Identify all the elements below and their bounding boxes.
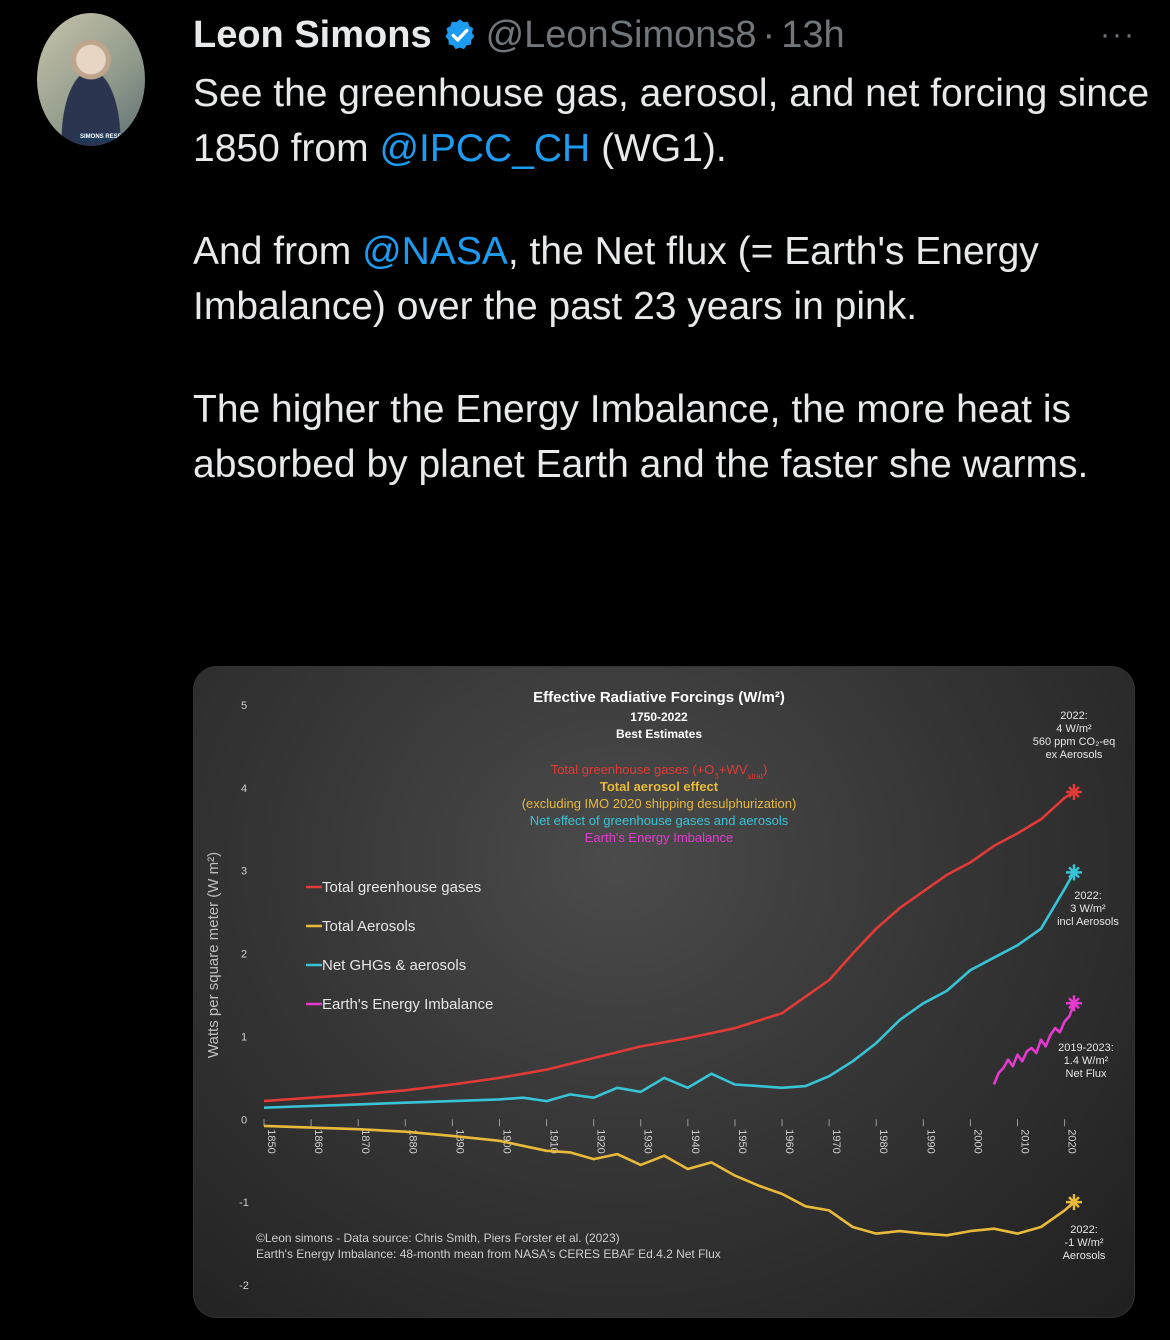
tweet-text-segment: And from <box>193 230 363 273</box>
x-tick-label: 1930 <box>642 1129 654 1153</box>
x-tick-label: 1970 <box>830 1129 842 1153</box>
author-name[interactable]: Leon Simons <box>193 13 432 56</box>
forcing-chart: Watts per square meter (W m²) 5 4 3 2 1 0 -1 -2 1… <box>205 689 1119 1292</box>
annotation-net: 3 W/m² <box>1070 903 1106 915</box>
author-avatar[interactable]: SIMONS RESEARCHER <box>37 13 145 146</box>
tweet-text-segment: , the Net flux (= Earth's Energy Imbalan… <box>193 230 1039 328</box>
x-tick-label: 2000 <box>971 1129 983 1153</box>
annotation-eei: 2019-2023: <box>1058 1042 1114 1054</box>
note-aerosol: Total aerosol effect <box>600 779 719 794</box>
author-handle[interactable]: @LeonSimons8 <box>485 13 757 56</box>
x-tick-label: 1910 <box>548 1129 560 1153</box>
x-tick-label: 1850 <box>265 1129 277 1153</box>
x-tick-label: 1870 <box>359 1129 371 1153</box>
series-line <box>263 1124 1075 1237</box>
note-ghg-part: +WV <box>719 762 748 777</box>
x-tick-label: 1980 <box>877 1129 889 1153</box>
note-eei: Earth's Energy Imbalance <box>585 830 733 845</box>
y-tick-label: 2 <box>241 949 247 961</box>
tweet-text-segment: (WG1). <box>590 127 727 170</box>
y-tick-label: 4 <box>241 783 247 795</box>
series-line <box>263 871 1076 1109</box>
y-tick-label: 0 <box>241 1114 247 1126</box>
y-tick-label: 1 <box>241 1031 247 1043</box>
tweet-paragraph-1: See the greenhouse gas, aerosol, and net… <box>193 66 1153 176</box>
annotation-aerosol: -1 W/m² <box>1064 1237 1103 1249</box>
note-ghg-part: strat <box>747 772 763 781</box>
chart-subtitle: 1750-2022 <box>630 710 688 724</box>
chart-credit: Earth's Energy Imbalance: 48-month mean … <box>256 1247 721 1261</box>
y-tick-label: -2 <box>239 1280 249 1292</box>
y-tick-label: -1 <box>239 1197 249 1209</box>
annotation-ghg: ex Aerosols <box>1046 749 1103 761</box>
chart-title: Effective Radiative Forcings (W/m²) <box>533 689 785 706</box>
series-endpoint-marker <box>1066 1194 1082 1211</box>
legend-label: Net GHGs & aerosols <box>322 957 466 974</box>
series-endpoint-marker <box>1066 995 1082 1012</box>
tweet-paragraph-3: The higher the Energy Imbalance, the mor… <box>193 388 1089 486</box>
tweet-header: Leon Simons @LeonSimons8 · 13h <box>193 10 845 60</box>
chart-credit: ©Leon simons - Data source: Chris Smith,… <box>256 1231 620 1245</box>
annotation-ghg: 560 ppm CO₂-eq <box>1033 736 1116 748</box>
note-ghg: Total greenhouse gases (+O3+WVstrat) <box>551 762 768 781</box>
legend-label: Total Aerosols <box>322 918 415 935</box>
annotation-ghg: 2022: <box>1060 710 1088 722</box>
chart-subtitle: Best Estimates <box>616 727 702 741</box>
note-ghg-part: Total greenhouse gases (+O <box>551 762 715 777</box>
y-axis-label: Watts per square meter (W m²) <box>205 852 222 1058</box>
tweet-timestamp[interactable]: 13h <box>781 13 845 56</box>
verified-badge-icon <box>442 17 478 53</box>
tweet-paragraph-2: And from @NASA, the Net flux (= Earth's … <box>193 224 1153 334</box>
mention-nasa-link[interactable]: @NASA <box>362 230 508 273</box>
avatar-badge: SIMONS RESEARCHER <box>77 133 145 142</box>
meta-separator: · <box>762 13 776 56</box>
series-line <box>992 1002 1076 1085</box>
legend-label: Earth's Energy Imbalance <box>322 996 493 1013</box>
note-ghg-part: 3 <box>714 772 719 781</box>
tweet-media-chart[interactable]: Watts per square meter (W m²) 5 4 3 2 1 0 -1 -2 1… <box>193 666 1135 1318</box>
note-net: Net effect of greenhouse gases and aeros… <box>530 813 789 828</box>
series-line <box>263 790 1075 1103</box>
x-tick-label: 1990 <box>924 1129 936 1153</box>
x-tick-label: 1880 <box>406 1129 418 1153</box>
y-tick-label: 3 <box>241 866 247 878</box>
x-tick-label: 1920 <box>595 1129 607 1153</box>
mention-ipcc-link[interactable]: @IPCC_CH <box>379 127 591 170</box>
x-tick-label: 1890 <box>453 1129 465 1153</box>
x-tick-label: 1860 <box>312 1129 324 1153</box>
annotation-ghg: 4 W/m² <box>1056 723 1092 735</box>
tweet-text: See the greenhouse gas, aerosol, and net… <box>193 66 1153 540</box>
annotation-aerosol: Aerosols <box>1063 1250 1106 1262</box>
x-tick-label: 1950 <box>736 1129 748 1153</box>
legend-label: Total greenhouse gases <box>322 879 481 896</box>
note-aerosol-detail: (excluding IMO 2020 shipping desulphuriz… <box>522 796 797 811</box>
annotation-eei: Net Flux <box>1066 1068 1107 1080</box>
annotation-eei: 1.4 W/m² <box>1064 1055 1109 1067</box>
more-options-icon[interactable]: ··· <box>1100 18 1136 51</box>
x-tick-label: 1940 <box>689 1129 701 1153</box>
tweet-text-segment: See the greenhouse gas, aerosol, and net… <box>193 72 1150 170</box>
series-endpoint-marker <box>1066 784 1082 800</box>
y-tick-label: 5 <box>241 700 247 712</box>
x-tick-label: 2010 <box>1018 1129 1030 1153</box>
x-tick-label: 1960 <box>783 1129 795 1153</box>
note-ghg-part: ) <box>763 762 767 777</box>
annotation-net: 2022: <box>1074 890 1102 902</box>
series-endpoint-marker <box>1066 864 1082 881</box>
annotation-net: incl Aerosols <box>1057 916 1119 928</box>
annotation-aerosol: 2022: <box>1070 1224 1098 1236</box>
x-tick-label: 2020 <box>1066 1129 1078 1153</box>
